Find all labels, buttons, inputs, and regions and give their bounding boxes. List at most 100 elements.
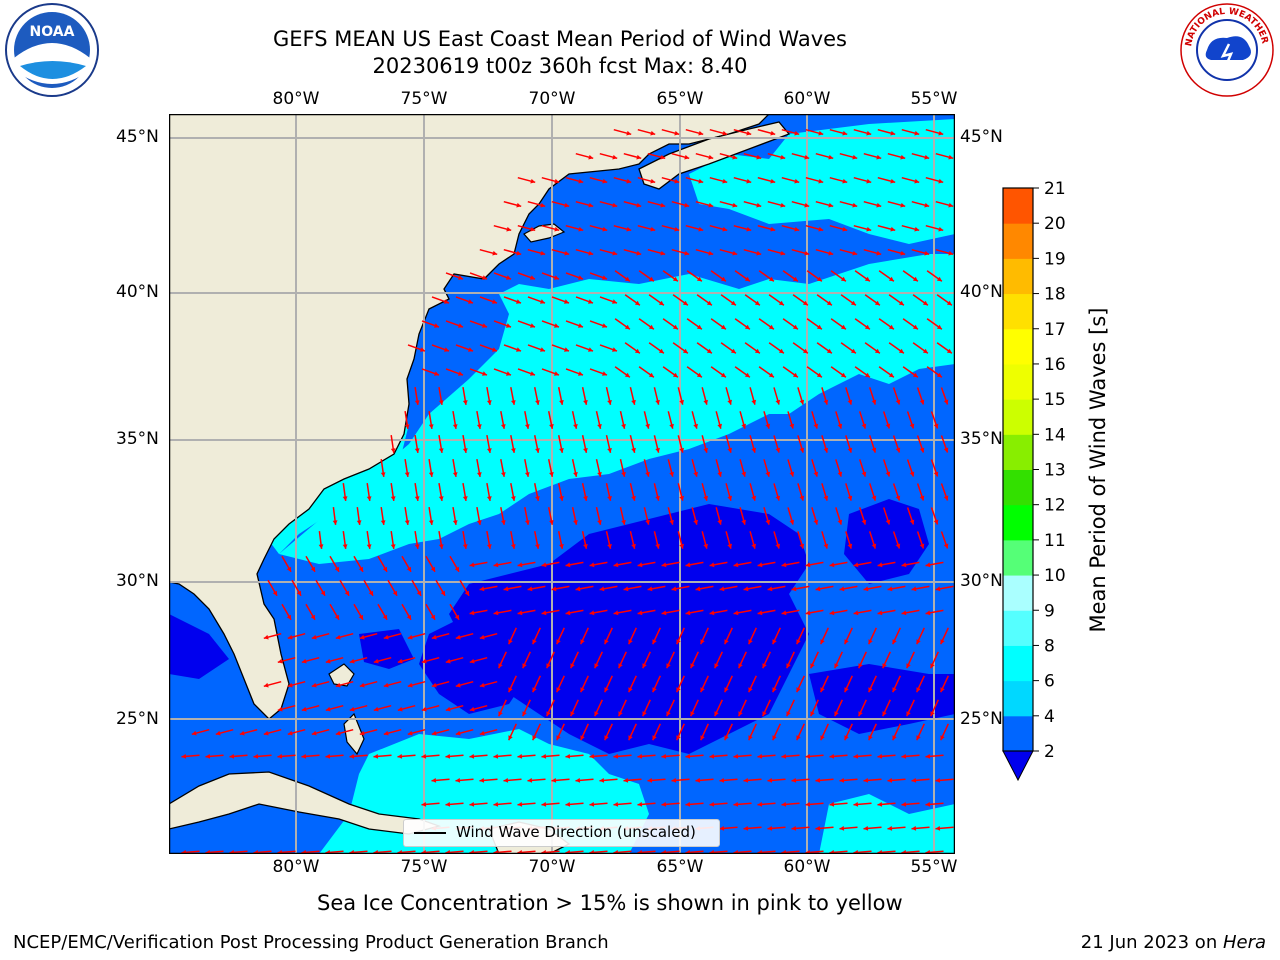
wave-arrow-head <box>794 226 800 232</box>
wave-arrow-head <box>634 348 640 354</box>
wave-arrow-head <box>799 495 805 501</box>
lon-label-bottom-75w: 75°W <box>400 857 448 877</box>
wave-arrow-head <box>748 687 753 693</box>
colorbar-tick-label: 21 <box>1044 180 1066 199</box>
wave-arrow-head <box>866 226 872 232</box>
wave-arrow-head <box>428 520 434 525</box>
wave-arrow-head <box>621 472 626 477</box>
wave-arrow-head <box>911 826 917 831</box>
wave-arrow-head <box>696 372 702 378</box>
wave-arrow-head <box>565 562 571 568</box>
wave-arrow-head <box>933 423 939 429</box>
wave-arrow-head <box>778 348 784 354</box>
wave-arrow-head <box>487 544 492 549</box>
wave-arrow-head <box>458 371 463 376</box>
wave-arrow-head <box>573 520 578 525</box>
wave-arrow-head <box>310 614 315 620</box>
wave-arrow-head <box>767 826 773 831</box>
wave-arrow-head <box>676 687 681 693</box>
colorbar-block <box>1003 645 1033 682</box>
colorbar-tick-label: 4 <box>1044 707 1055 727</box>
wave-arrow-head <box>674 178 680 184</box>
lat-label-left-40n: 40°N <box>116 282 159 302</box>
wave-arrow-head <box>936 324 942 330</box>
lon-label-top-55w: 55°W <box>910 89 958 109</box>
period-band-deep-w <box>359 629 414 669</box>
wave-arrow-head <box>559 400 564 405</box>
wave-arrow-head <box>501 520 506 525</box>
wave-arrow-head <box>847 495 853 501</box>
wave-arrow-head <box>421 754 427 759</box>
wave-arrow-head <box>780 250 786 256</box>
wave-arrow-head <box>342 496 348 501</box>
wave-arrow-head <box>430 566 435 572</box>
colorbar-tick-label: 16 <box>1044 355 1066 375</box>
wave-arrow-head <box>916 735 921 741</box>
wave-arrow-head <box>892 639 897 645</box>
wave-arrow-head <box>741 471 746 477</box>
colorbar-block <box>1003 680 1033 717</box>
wave-arrow-head <box>709 562 715 568</box>
wave-arrow-head <box>588 299 593 304</box>
wave-arrow-head <box>479 634 485 640</box>
wave-arrow-head <box>445 658 451 664</box>
wave-arrow-head <box>674 226 680 232</box>
wave-arrow-head <box>573 472 578 477</box>
wave-arrow-head <box>661 802 667 807</box>
wave-arrow-head <box>648 324 654 330</box>
wave-arrow-head <box>796 687 801 693</box>
wave-arrow-head <box>578 371 583 376</box>
wave-arrow-head <box>559 544 564 549</box>
wave-arrow-head <box>416 590 421 596</box>
wave-arrow-head <box>772 639 777 645</box>
wave-arrow-head <box>287 682 293 688</box>
wave-arrow-head <box>727 447 732 453</box>
wave-arrow-head <box>487 496 492 501</box>
wave-arrow-head <box>816 324 822 330</box>
wave-arrow-head <box>676 735 681 741</box>
wave-arrow-head <box>575 778 581 783</box>
wave-arrow-head <box>455 730 461 736</box>
wave-arrow-head <box>407 730 413 736</box>
wave-arrow-head <box>301 658 307 664</box>
wave-arrow-head <box>820 735 825 741</box>
wave-arrow-head <box>652 687 657 693</box>
wave-arrow-head <box>815 586 821 592</box>
wave-arrow-head <box>503 586 509 592</box>
wave-arrow-head <box>506 323 511 328</box>
wave-arrow-head <box>661 754 667 759</box>
wave-arrow-head <box>732 154 738 160</box>
wave-arrow-head <box>390 448 396 453</box>
wave-arrow-head <box>637 610 643 616</box>
legend-line-sample <box>414 832 446 834</box>
wave-arrow-head <box>334 566 339 572</box>
wave-arrow-head <box>912 276 918 282</box>
wave-arrow-head <box>852 154 858 160</box>
lon-label-bottom-80w: 80°W <box>272 857 320 877</box>
wave-arrow-head <box>647 778 653 783</box>
wave-arrow-head <box>452 424 458 429</box>
wave-arrow-head <box>744 372 750 378</box>
wave-arrow-head <box>612 250 618 256</box>
wave-arrow-head <box>864 276 870 282</box>
wave-arrow-head <box>852 202 858 208</box>
wave-arrow-head <box>820 639 825 645</box>
wave-arrow-head <box>756 154 762 160</box>
wave-arrow-head <box>404 424 410 429</box>
wave-arrow-head <box>462 496 468 501</box>
wave-arrow-head <box>786 663 791 669</box>
wave-arrow-head <box>607 544 612 549</box>
wave-arrow-head <box>540 347 545 352</box>
wave-arrow-head <box>631 399 636 405</box>
wave-arrow-head <box>756 250 762 256</box>
wave-arrow-head <box>516 299 521 304</box>
lon-label-top-70w: 70°W <box>528 89 576 109</box>
wave-arrow-head <box>895 495 901 501</box>
wave-arrow-head <box>829 754 835 759</box>
wave-arrow-head <box>887 826 893 831</box>
wave-arrow-head <box>525 520 530 525</box>
wave-arrow-head <box>837 471 843 477</box>
wave-arrow-head <box>570 711 575 717</box>
wave-arrow-head <box>853 562 859 568</box>
wave-arrow-head <box>565 610 571 616</box>
